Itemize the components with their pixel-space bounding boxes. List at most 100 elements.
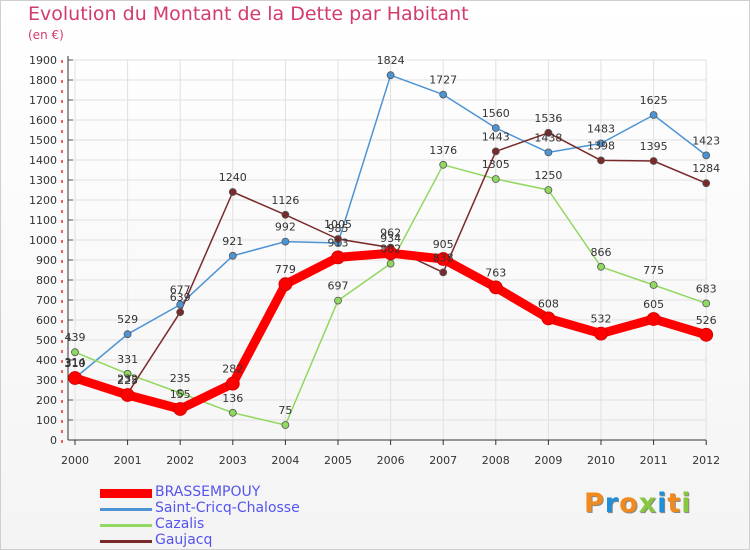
x-tick-label: 2000 — [61, 454, 89, 467]
data-label: 1240 — [219, 171, 247, 184]
y-tick-label: 800 — [36, 274, 57, 287]
data-point — [649, 111, 658, 119]
data-point — [176, 308, 185, 317]
data-point — [439, 90, 448, 99]
legend-swatch — [100, 540, 152, 543]
data-point — [123, 330, 132, 339]
data-label: 1536 — [534, 112, 562, 125]
data-label: 913 — [328, 236, 349, 249]
data-label: 992 — [275, 221, 296, 234]
x-tick-label: 2007 — [429, 454, 457, 467]
x-tick-label: 2012 — [692, 454, 720, 467]
data-label: 962 — [380, 227, 401, 240]
data-point — [71, 348, 79, 357]
data-point — [228, 188, 237, 196]
data-point — [702, 151, 711, 160]
data-label: 1625 — [640, 94, 668, 107]
data-label: 1560 — [482, 107, 510, 120]
data-label: 1395 — [640, 140, 668, 153]
data-label: 763 — [485, 266, 506, 279]
legend-label: Cazalis — [155, 516, 205, 532]
data-point — [331, 250, 345, 265]
x-tick-label: 2002 — [166, 454, 194, 467]
data-label: 608 — [538, 297, 559, 310]
y-tick-label: 1300 — [29, 174, 57, 187]
data-point — [225, 376, 240, 391]
legend-swatch — [100, 489, 152, 498]
data-point — [646, 312, 661, 326]
y-tick-label: 1800 — [29, 74, 57, 87]
data-point — [281, 421, 290, 429]
data-label: 155 — [170, 388, 191, 401]
y-tick-label: 1700 — [29, 94, 57, 107]
data-label: 639 — [170, 291, 191, 304]
data-point — [334, 235, 342, 243]
data-label: 866 — [591, 246, 612, 259]
data-label: 985 — [328, 222, 349, 235]
data-point — [334, 296, 342, 305]
logo-letter: o — [619, 488, 639, 519]
data-point — [491, 175, 500, 183]
data-point — [544, 148, 553, 157]
chart-title: Evolution du Montant de la Dette par Hab… — [28, 3, 469, 25]
data-label: 1727 — [429, 74, 457, 87]
data-point — [386, 71, 395, 80]
data-point — [488, 280, 503, 295]
data-point — [544, 128, 553, 137]
data-label: 1126 — [271, 194, 299, 207]
x-tick-label: 2011 — [640, 454, 668, 467]
y-tick-label: 200 — [36, 394, 57, 407]
y-tick-label: 400 — [36, 354, 57, 367]
data-point — [597, 156, 605, 165]
logo-letter: i — [681, 488, 692, 519]
data-point — [281, 237, 290, 246]
x-tick-label: 2009 — [534, 454, 562, 467]
data-label: 1438 — [534, 131, 562, 144]
y-tick-label: 1500 — [29, 134, 57, 147]
data-label: 779 — [275, 263, 296, 276]
legend-label: Saint-Cricq-Chalosse — [155, 500, 300, 516]
data-point — [702, 299, 711, 308]
data-point — [439, 160, 448, 169]
data-label: 677 — [170, 284, 191, 297]
data-label: 1824 — [377, 54, 405, 67]
y-tick-label: 1400 — [29, 154, 57, 167]
data-point — [123, 369, 132, 378]
y-tick-label: 700 — [36, 294, 57, 307]
data-label: 75 — [278, 404, 292, 417]
legend-swatch — [100, 508, 152, 511]
data-label: 882 — [380, 243, 401, 256]
x-tick-label: 2008 — [482, 454, 510, 467]
data-label: 1005 — [324, 218, 352, 231]
data-labels: 310 529 677 921 992 985 1824 1727 1560 1438 1483 16… — [65, 54, 721, 417]
x-tick-label: 2004 — [271, 454, 299, 467]
logo-letter: i — [657, 488, 668, 519]
data-point — [649, 281, 658, 289]
y-tick-label: 100 — [36, 414, 57, 427]
data-label: 235 — [170, 372, 191, 385]
y-tick-label: 500 — [36, 334, 57, 347]
x-tick-label: 2005 — [324, 454, 352, 467]
legend-label: Gaujacq — [155, 532, 213, 548]
data-label: 1376 — [429, 144, 457, 157]
data-label: 136 — [222, 392, 243, 405]
data-point — [278, 277, 293, 292]
data-label: 529 — [117, 313, 138, 326]
y-tick-label: 1100 — [29, 214, 57, 227]
grid — [69, 59, 707, 441]
data-label: 905 — [433, 238, 454, 251]
data-label: 225 — [117, 374, 138, 387]
data-point — [541, 311, 556, 326]
data-label: 1483 — [587, 122, 615, 135]
x-tick-label: 2001 — [114, 454, 142, 467]
data-label: 921 — [222, 235, 243, 248]
y-tick-label: 1000 — [29, 234, 57, 247]
data-point — [120, 388, 135, 402]
axes: 0 100 200 300 400 500 600 700 800 900 1000 1100 1200… — [29, 54, 720, 467]
data-point — [649, 157, 658, 165]
data-label: 282 — [222, 363, 243, 376]
data-label: 526 — [696, 314, 717, 327]
data-label: 331 — [117, 353, 138, 366]
data-label: 1250 — [534, 169, 562, 182]
x-tick-label: 2010 — [587, 454, 615, 467]
